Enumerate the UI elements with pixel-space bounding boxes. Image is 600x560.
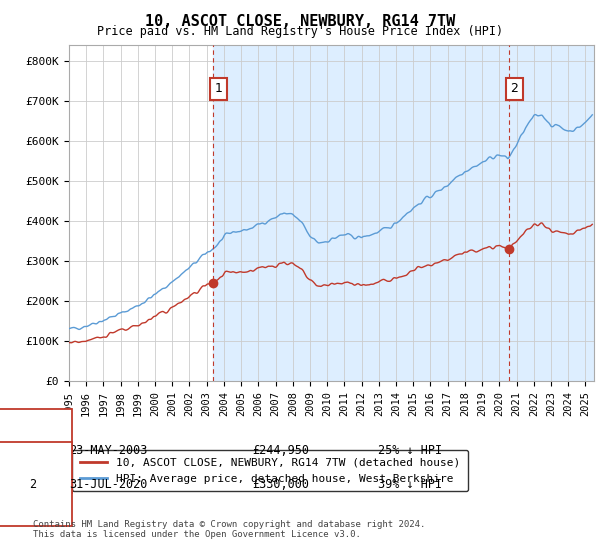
Text: 39% ↓ HPI: 39% ↓ HPI [378, 478, 442, 491]
Text: £330,000: £330,000 [252, 478, 309, 491]
Text: 1: 1 [215, 82, 223, 95]
Text: 23-MAY-2003: 23-MAY-2003 [69, 444, 148, 458]
Text: £244,950: £244,950 [252, 444, 309, 458]
Text: 10, ASCOT CLOSE, NEWBURY, RG14 7TW: 10, ASCOT CLOSE, NEWBURY, RG14 7TW [145, 14, 455, 29]
Text: 2: 2 [29, 478, 37, 491]
Text: 31-JUL-2020: 31-JUL-2020 [69, 478, 148, 491]
Legend: 10, ASCOT CLOSE, NEWBURY, RG14 7TW (detached house), HPI: Average price, detache: 10, ASCOT CLOSE, NEWBURY, RG14 7TW (deta… [72, 450, 469, 491]
Text: 25% ↓ HPI: 25% ↓ HPI [378, 444, 442, 458]
Text: 1: 1 [29, 444, 37, 458]
Text: Price paid vs. HM Land Registry's House Price Index (HPI): Price paid vs. HM Land Registry's House … [97, 25, 503, 38]
Bar [214, 45, 594, 381]
Text: 2: 2 [511, 82, 518, 95]
Text: Contains HM Land Registry data © Crown copyright and database right 2024.
This d: Contains HM Land Registry data © Crown c… [33, 520, 425, 539]
